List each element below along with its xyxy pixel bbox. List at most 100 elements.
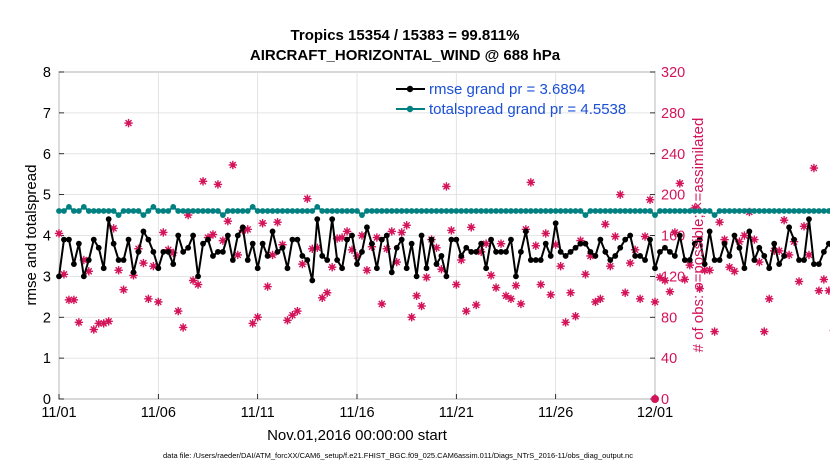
obs-marker	[154, 297, 163, 307]
right-tick-label: 80	[661, 310, 677, 326]
spread-point	[234, 208, 241, 214]
rmse-point	[527, 257, 534, 263]
obs-marker	[248, 319, 257, 328]
rmse-point	[766, 265, 773, 272]
obs-marker-core	[613, 234, 618, 239]
rmse-point	[647, 236, 653, 243]
right-tick-label: 120	[661, 269, 685, 285]
rmse-point	[185, 244, 192, 251]
obs-marker	[342, 227, 352, 236]
left-axis-ticks: 0 1 2 3 4 5 6 7 8	[43, 65, 64, 408]
rmse-point	[816, 261, 822, 268]
obs-marker-core	[781, 217, 787, 223]
obs-marker-core	[717, 220, 722, 225]
spread-point	[180, 208, 187, 214]
obs-marker	[89, 325, 98, 334]
obs-marker-core	[459, 257, 464, 263]
rmse-point	[801, 257, 807, 263]
obs-marker-core	[66, 297, 72, 303]
obs-marker-core	[464, 308, 469, 314]
spread-point	[627, 208, 634, 214]
rmse-point	[776, 261, 783, 268]
rmse-point	[751, 257, 758, 263]
obs-marker-core	[573, 314, 578, 319]
obs-marker	[223, 216, 233, 226]
obs-marker	[377, 299, 387, 309]
rmse-point	[319, 253, 326, 259]
spread-point	[706, 208, 713, 214]
obs-marker	[253, 313, 262, 322]
obs-marker-core	[786, 252, 792, 258]
rmse-point	[110, 240, 117, 247]
obs-marker-core	[121, 287, 126, 292]
obs-marker	[774, 246, 784, 256]
obs-marker	[516, 299, 526, 309]
rmse-point	[145, 236, 152, 243]
obs-marker-core	[329, 264, 335, 270]
rmse-point	[71, 261, 77, 268]
obs-marker-core	[230, 162, 236, 168]
rmse-point	[483, 265, 490, 272]
rmse-point	[825, 240, 830, 247]
rmse-point	[736, 244, 743, 251]
spread-point	[61, 208, 67, 214]
spread-point	[726, 208, 733, 214]
obs-marker-core	[439, 267, 444, 272]
spread-point	[344, 208, 350, 214]
obs-marker	[755, 257, 764, 267]
obs-marker	[139, 258, 148, 268]
obs-marker-core	[722, 237, 727, 242]
rmse-point	[105, 216, 112, 223]
x-tick-label: 12/01	[637, 405, 673, 421]
obs-marker-core	[776, 248, 782, 254]
obs-marker	[556, 261, 565, 271]
rmse-point	[234, 232, 241, 239]
obs-marker	[149, 261, 158, 271]
spread-point	[637, 208, 643, 214]
left-tick-label: 1	[43, 351, 51, 367]
rmse-point	[150, 248, 157, 255]
spread-point	[801, 208, 807, 214]
obs-marker	[74, 318, 84, 327]
obs-marker	[462, 306, 471, 316]
obs-marker	[387, 227, 396, 236]
obs-marker-core	[593, 299, 598, 305]
x-tick-label: 11/11	[241, 405, 275, 421]
obs-marker	[799, 222, 809, 231]
spread-point	[165, 208, 172, 214]
right-tick-label: 0	[661, 392, 669, 408]
spread-point	[215, 208, 221, 214]
rmse-point	[458, 253, 465, 259]
spread-point	[56, 208, 62, 214]
spread-point	[259, 208, 266, 214]
spread-point	[373, 208, 380, 214]
spread-point	[820, 208, 827, 214]
spread-point	[676, 208, 683, 214]
obs-marker	[268, 250, 277, 260]
obs-marker	[397, 228, 406, 237]
rmse-point	[344, 236, 350, 243]
left-tick-label: 6	[43, 147, 51, 163]
obs-marker	[293, 306, 302, 316]
right-tick-label: 280	[661, 106, 685, 122]
rmse-point	[279, 244, 286, 251]
spread-point	[135, 208, 142, 214]
rmse-point	[120, 257, 127, 263]
obs-marker	[54, 229, 64, 238]
rmse-point	[721, 240, 728, 247]
rmse-point	[403, 265, 410, 272]
rmse-point	[761, 253, 768, 259]
rmse-point	[706, 228, 713, 235]
rmse-point	[175, 232, 182, 239]
spread-point	[741, 208, 748, 214]
spread-point	[329, 208, 336, 214]
obs-marker-core	[349, 247, 355, 253]
x-tick-label: 11/21	[439, 405, 474, 421]
obs-marker-core	[702, 268, 707, 273]
obs-marker	[417, 301, 426, 311]
obs-marker-core	[285, 318, 290, 323]
rmse-point	[468, 248, 475, 255]
obs-marker	[124, 118, 133, 128]
obs-marker	[511, 281, 521, 290]
